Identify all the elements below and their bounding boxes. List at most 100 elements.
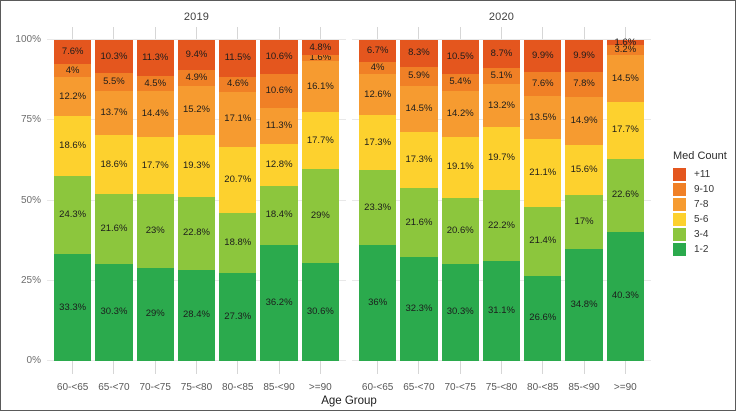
x-tick-label: 65-<70 [98, 382, 130, 393]
segment-value-label: 24.3% [59, 209, 87, 221]
segment-value-label: 19.1% [446, 161, 474, 173]
segment-value-label: 4% [65, 64, 80, 76]
bar-segment-9-10: 5.5% [95, 73, 133, 91]
bar-segment-9-10: 5.9% [400, 66, 438, 86]
bar-segment-7-8: 17.1% [219, 91, 257, 147]
segment-value-label: 14.9% [570, 114, 598, 126]
segment-value-label: 20.7% [224, 173, 252, 185]
segment-value-label: 26.6% [529, 312, 557, 324]
x-tick-label: 60-<65 [361, 382, 394, 393]
segment-value-label: 21.6% [405, 216, 433, 228]
bar-segment-1-2: 34.8% [565, 249, 603, 361]
bars-row: 33.3% 24.3% 18.6% 12.2% 4% 7.6% 30.3% 21.6% 18.6… [47, 40, 346, 361]
bar-segment-5-6: 20.7% [219, 146, 257, 214]
x-axis-labels: 60-<65 65-<70 70-<75 75-<80 80-<85 85-<90 >=90 [47, 377, 346, 395]
bar-segment-3-4: 21.6% [400, 187, 438, 258]
bar-segment-+11: 10.5% [441, 40, 479, 74]
bar-segment-7-8: 16.1% [301, 60, 339, 113]
x-axis-title: Age Group [321, 395, 377, 407]
bar-segment-+11: 8.7% [482, 40, 521, 68]
segment-value-label: 23.3% [364, 201, 392, 213]
facet-title: 2019 [183, 11, 210, 23]
axis-tick [481, 361, 522, 374]
segment-value-label: 6.7% [366, 44, 389, 56]
legend-title: Med Count [673, 150, 727, 162]
segment-value-label: 13.5% [529, 111, 557, 123]
segment-value-label: 7.6% [61, 46, 84, 58]
y-axis: 100% 75% 50% 25% 0% [1, 1, 47, 410]
legend-swatch [673, 198, 686, 211]
segment-value-label: 11.3% [142, 52, 169, 64]
segment-value-label: 9.4% [185, 49, 208, 61]
segment-value-label: 17.3% [405, 154, 433, 166]
segment-value-label: 12.6% [364, 88, 392, 100]
axis-tick [357, 361, 398, 374]
segment-value-label: 27.3% [224, 311, 252, 323]
top-axis-ticks [352, 23, 651, 40]
stacked-bar-2020-60-<65: 36% 23.3% 17.3% 12.6% 4% 6.7% [359, 40, 397, 361]
bars-row: 36% 23.3% 17.3% 12.6% 4% 6.7% 32.3% 21.6% 17.3% 1… [352, 37, 651, 361]
x-tick-label: 70-<75 [139, 382, 171, 393]
legend: Med Count +11 9-10 7-8 5-6 3-4 1-2 [651, 1, 735, 410]
x-tick-label: 80-<85 [527, 382, 559, 393]
bar-segment-1-2: 31.1% [482, 261, 521, 361]
segment-value-label: 21.1% [529, 167, 557, 179]
bar-segment-9-10: 4.5% [136, 76, 174, 91]
bar-segment-7-8: 15.2% [177, 85, 216, 135]
bar-slot: 30.6% 29% 17.7% 16.1% 1.6% 4.8% [300, 40, 341, 361]
bar-segment-1-2: 29% [136, 267, 174, 361]
stacked-bar-2019-65-<70: 30.3% 21.6% 18.6% 13.7% 5.5% 10.3% [95, 40, 133, 361]
bar-slot: 26.6% 21.4% 21.1% 13.5% 7.6% 9.9% [522, 40, 563, 361]
bottom-axis-ticks [47, 361, 346, 377]
bar-slot: 27.3% 18.8% 20.7% 17.1% 4.6% 11.5% [217, 40, 258, 361]
segment-value-label: 18.4% [265, 209, 293, 221]
legend-items: +11 9-10 7-8 5-6 3-4 1-2 [673, 168, 735, 256]
bar-segment-3-4: 22.8% [177, 196, 216, 270]
bar-segment-1-2: 26.6% [524, 275, 562, 361]
stacked-bar-2020-80-<85: 26.6% 21.4% 21.1% 13.5% 7.6% 9.9% [524, 40, 562, 361]
segment-value-label: 31.1% [488, 305, 515, 317]
bar-segment-1-2: 36% [359, 245, 397, 361]
axis-tick [300, 361, 341, 374]
legend-item-label: 3-4 [694, 229, 709, 240]
stacked-bar-2020-65-<70: 32.3% 21.6% 17.3% 14.5% 5.9% 8.3% [400, 40, 438, 361]
facets: 2019 33.3% 24.3% 18.6% 12.2% 4% 7.6% 30.3% 21.6%… [47, 1, 651, 410]
bar-slot: 30.3% 20.6% 19.1% 14.2% 5.4% 10.5% [440, 40, 481, 361]
bar-segment-5-6: 18.6% [54, 116, 92, 177]
segment-value-label: 14.5% [611, 72, 639, 84]
segment-value-label: 21.4% [529, 235, 557, 247]
bar-slot: 36% 23.3% 17.3% 12.6% 4% 6.7% [357, 40, 398, 361]
segment-value-label: 17.3% [364, 136, 392, 148]
segment-value-label: 32.3% [405, 303, 433, 315]
segment-value-label: 40.3% [611, 290, 639, 302]
x-axis-labels: 60-<65 65-<70 70-<75 75-<80 80-<85 85-<90 >=90 [352, 377, 651, 395]
legend-item-3-4: 3-4 [673, 228, 735, 241]
segment-value-label: 14.2% [446, 107, 474, 119]
bar-segment-9-10: 5.1% [482, 67, 521, 85]
stacked-bar-2020->=90: 40.3% 22.6% 17.7% 14.5% 3.2% 1.6% [606, 37, 644, 361]
bar-segment-7-8: 12.6% [359, 74, 397, 115]
bar-segment-3-4: 23% [136, 193, 174, 268]
axis-tick [93, 361, 134, 374]
segment-value-label: 4.6% [226, 78, 249, 90]
axis-tick [605, 361, 646, 374]
bar-segment-5-6: 19.3% [177, 134, 216, 197]
bar-slot: 40.3% 22.6% 17.7% 14.5% 3.2% 1.6% [605, 37, 646, 361]
legend-swatch [673, 213, 686, 226]
segment-value-label: 21.6% [100, 223, 128, 235]
stacked-bar-2019-85-<90: 36.2% 18.4% 12.8% 11.3% 10.6% 10.6% [260, 40, 298, 361]
bar-segment-5-6: 17.7% [301, 112, 339, 170]
bar-segment-5-6: 17.7% [136, 137, 174, 194]
segment-value-label: 17% [574, 216, 594, 228]
bar-segment-5-6: 19.7% [482, 126, 521, 190]
legend-item-label: 9-10 [694, 184, 715, 195]
segment-value-label: 34.8% [570, 299, 598, 311]
bar-segment-+11: 9.4% [177, 40, 216, 71]
facet-2019: 2019 33.3% 24.3% 18.6% 12.2% 4% 7.6% 30.3% 21.6%… [47, 1, 346, 410]
stacked-bar-2019-70-<75: 29% 23% 17.7% 14.4% 4.5% 11.3% [136, 40, 174, 361]
segment-value-label: 1.6% [309, 52, 332, 64]
stacked-bar-2019-80-<85: 27.3% 18.8% 20.7% 17.1% 4.6% 11.5% [219, 40, 257, 361]
bar-segment-9-10: 4% [54, 64, 92, 78]
bar-segment-9-10: 4% [359, 61, 397, 75]
